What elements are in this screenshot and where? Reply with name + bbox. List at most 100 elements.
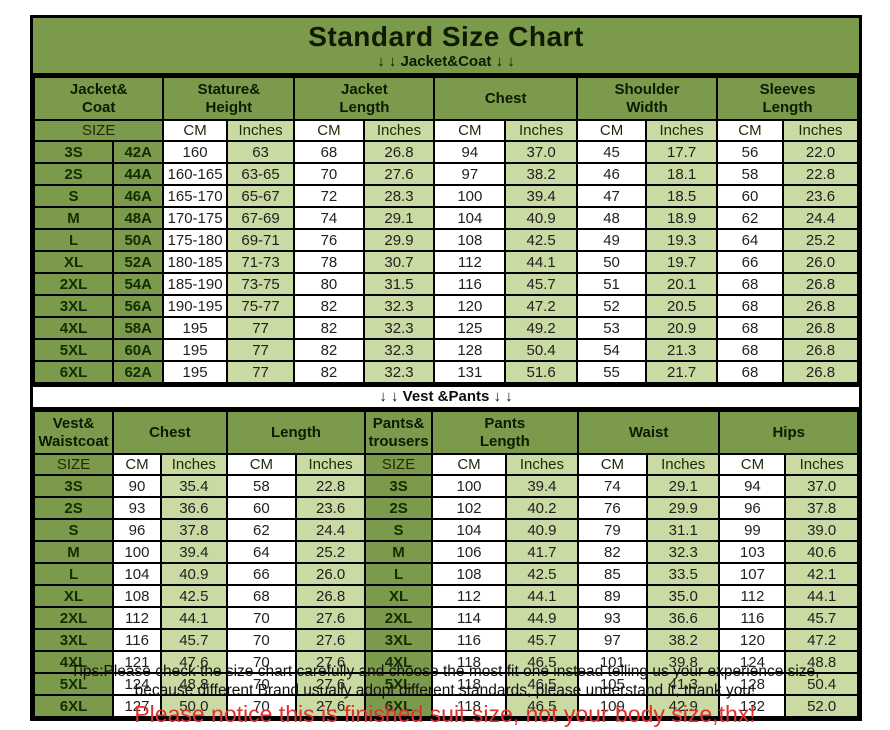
value-cell: 36.6 xyxy=(159,496,228,520)
value-cell: 45.7 xyxy=(504,272,578,296)
table-row: 2XL 112 44.1 70 27.6 2XL 114 44.9 93 36.6 116 45.7 xyxy=(32,606,859,630)
value-cell: 51.6 xyxy=(504,360,578,384)
value-cell: 35.4 xyxy=(159,474,228,498)
column-group-chest: Chest xyxy=(433,76,578,121)
value-cell: 96 xyxy=(718,496,787,520)
size-cell: 58A xyxy=(112,316,165,340)
table-row: 2S 44A 160-165 63-65 70 27.6 97 38.2 46 18.1 58 22.… xyxy=(32,162,860,186)
size-cell: M xyxy=(32,206,115,230)
value-cell: 180-185 xyxy=(162,250,228,274)
size-cell: 44A xyxy=(112,162,165,186)
value-cell: 47.2 xyxy=(504,294,578,318)
value-cell: 112 xyxy=(433,250,507,274)
value-cell: 70 xyxy=(225,650,297,674)
value-cell: 27.6 xyxy=(294,606,367,630)
size-cell: 56A xyxy=(112,294,165,318)
table-row: XL 108 42.5 68 26.8 XL 112 44.1 89 35.0 112 44.1 xyxy=(32,584,859,608)
table-row: 5XL 124 48.8 70 27.6 5XL 118 46.5 105 41.3 128 50.4 xyxy=(32,672,859,696)
inches-column-header: Inches xyxy=(781,119,860,142)
value-cell: 70 xyxy=(293,162,365,186)
value-cell: 35.0 xyxy=(645,584,721,608)
cm-column-header: CM xyxy=(575,119,648,142)
value-cell: 62 xyxy=(716,206,784,230)
value-cell: 50.4 xyxy=(504,338,578,362)
value-cell: 73-75 xyxy=(225,272,296,296)
value-cell: 118 xyxy=(430,694,508,718)
value-cell: 21.3 xyxy=(645,338,719,362)
value-cell: 74 xyxy=(576,474,648,498)
value-cell: 23.6 xyxy=(781,184,860,208)
size-cell: L xyxy=(364,562,433,586)
value-cell: 132 xyxy=(718,694,787,718)
size-column-header: SIZE xyxy=(364,453,433,476)
value-cell: 79 xyxy=(576,518,648,542)
value-cell: 77 xyxy=(225,338,296,362)
value-cell: 109 xyxy=(576,694,648,718)
value-cell: 103 xyxy=(718,540,787,564)
value-cell: 195 xyxy=(162,316,228,340)
value-cell: 38.2 xyxy=(645,628,721,652)
size-cell: 5XL xyxy=(32,338,115,362)
value-cell: 26.8 xyxy=(294,584,367,608)
inches-column-header: Inches xyxy=(505,453,579,476)
value-cell: 39.4 xyxy=(505,474,579,498)
table-row: 4XL 121 47.6 70 27.6 4XL 118 46.5 101 39.8 124 48.8 xyxy=(32,650,859,674)
value-cell: 100 xyxy=(430,474,508,498)
size-cell: 3XL xyxy=(32,294,115,318)
table-row: 4XL 58A 195 77 82 32.3 125 49.2 53 20.9 68 26.8 xyxy=(32,316,860,340)
value-cell: 195 xyxy=(162,338,228,362)
value-cell: 29.1 xyxy=(362,206,436,230)
value-cell: 71-73 xyxy=(225,250,296,274)
value-cell: 44.1 xyxy=(504,250,578,274)
tips-line-2: because different Brand usually adopt di… xyxy=(134,682,756,699)
value-cell: 124 xyxy=(112,672,162,696)
size-cell: 2S xyxy=(32,162,115,186)
value-cell: 27.6 xyxy=(362,162,436,186)
size-cell: L xyxy=(32,562,115,586)
size-cell: 6XL xyxy=(32,694,115,718)
value-cell: 48.8 xyxy=(784,650,859,674)
jacket-table-body: 3S 42A 160 63 68 26.8 94 37.0 45 17.7 56 22.0 2S 44A 1… xyxy=(32,140,860,384)
size-cell: 6XL xyxy=(364,694,433,718)
inches-column-header: Inches xyxy=(294,453,367,476)
value-cell: 112 xyxy=(430,584,508,608)
value-cell: 190-195 xyxy=(162,294,228,318)
value-cell: 70 xyxy=(225,606,297,630)
jacket-coat-table: Jacket& Coat Stature& Height Jacket Leng… xyxy=(32,76,860,384)
value-cell: 77 xyxy=(225,360,296,384)
inches-column-header: Inches xyxy=(645,453,721,476)
value-cell: 116 xyxy=(718,606,787,630)
value-cell: 175-180 xyxy=(162,228,228,252)
value-cell: 78 xyxy=(293,250,365,274)
value-cell: 66 xyxy=(716,250,784,274)
inches-column-header: Inches xyxy=(159,453,228,476)
inches-column-header: Inches xyxy=(784,453,859,476)
size-cell: 2S xyxy=(32,496,115,520)
value-cell: 58 xyxy=(225,474,297,498)
value-cell: 97 xyxy=(576,628,648,652)
column-group-hips: Hips xyxy=(718,410,859,455)
value-cell: 89 xyxy=(576,584,648,608)
value-cell: 131 xyxy=(433,360,507,384)
cm-column-header: CM xyxy=(225,453,297,476)
value-cell: 94 xyxy=(718,474,787,498)
value-cell: 26.0 xyxy=(781,250,860,274)
value-cell: 26.8 xyxy=(781,272,860,296)
column-group-chest: Chest xyxy=(112,410,228,455)
size-cell: 4XL xyxy=(364,650,433,674)
value-cell: 69-71 xyxy=(225,228,296,252)
size-cell: 5XL xyxy=(32,672,115,696)
size-cell: 3XL xyxy=(32,628,115,652)
value-cell: 51 xyxy=(575,272,648,296)
value-cell: 27.6 xyxy=(294,694,367,718)
value-cell: 102 xyxy=(430,496,508,520)
tips-line-1: Tips:Please check the size chart careful… xyxy=(70,663,820,680)
size-cell: 60A xyxy=(112,338,165,362)
value-cell: 105 xyxy=(576,672,648,696)
value-cell: 52.0 xyxy=(784,694,859,718)
value-cell: 118 xyxy=(430,650,508,674)
value-cell: 106 xyxy=(430,540,508,564)
title-block: Standard Size Chart ↓ ↓ Jacket&Coat ↓ ↓ xyxy=(33,18,859,76)
value-cell: 24.4 xyxy=(294,518,367,542)
value-cell: 100 xyxy=(433,184,507,208)
